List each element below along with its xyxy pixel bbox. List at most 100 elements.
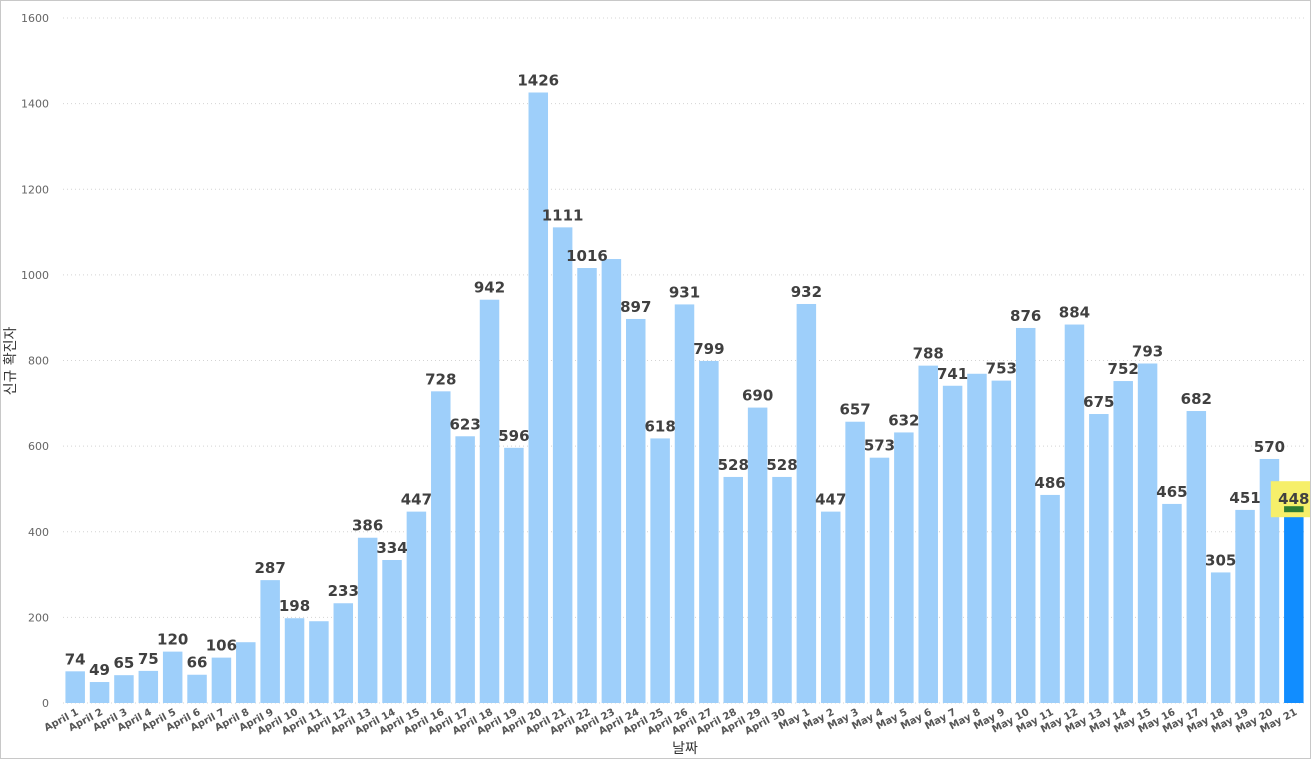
data-label: 884 xyxy=(1059,304,1090,322)
bar[interactable] xyxy=(504,447,524,703)
data-label: 120 xyxy=(157,631,188,649)
bar[interactable] xyxy=(626,318,646,703)
data-label: 741 xyxy=(937,365,968,383)
bar[interactable] xyxy=(942,385,963,703)
bar[interactable] xyxy=(552,227,573,703)
bar[interactable] xyxy=(1210,572,1231,703)
bar[interactable] xyxy=(1040,494,1060,703)
bar[interactable] xyxy=(1064,324,1085,703)
bar[interactable] xyxy=(89,682,110,703)
bar[interactable] xyxy=(284,618,305,703)
highlight-bar-cap xyxy=(1284,506,1304,513)
bar[interactable] xyxy=(918,365,938,703)
bar[interactable] xyxy=(869,457,890,703)
bar[interactable] xyxy=(455,436,475,703)
bar[interactable] xyxy=(309,621,329,703)
data-label: 448 xyxy=(1278,490,1309,508)
data-label: 75 xyxy=(138,650,159,668)
data-label: 1111 xyxy=(542,206,584,224)
data-label: 931 xyxy=(669,283,700,301)
bar[interactable] xyxy=(699,360,719,703)
y-tick-label: 600 xyxy=(28,440,49,453)
bar[interactable] xyxy=(577,268,597,703)
data-label: 486 xyxy=(1034,474,1065,492)
y-tick-label: 0 xyxy=(42,697,49,710)
bar[interactable] xyxy=(772,476,792,703)
bar[interactable] xyxy=(674,304,695,703)
bar[interactable] xyxy=(991,380,1012,703)
y-axis-ticks: 0 200 400 600 800 1000 1200 1400 1600 xyxy=(21,12,49,710)
bar[interactable] xyxy=(1015,327,1036,703)
data-label: 632 xyxy=(888,411,919,429)
data-label: 1016 xyxy=(566,247,608,265)
bar[interactable] xyxy=(1235,509,1255,703)
data-label: 49 xyxy=(89,661,110,679)
bar[interactable] xyxy=(1089,414,1109,703)
y-tick-label: 1200 xyxy=(21,183,49,196)
bar[interactable] xyxy=(260,580,280,703)
y-tick-label: 1000 xyxy=(21,269,49,282)
data-label: 752 xyxy=(1108,360,1139,378)
data-label: 447 xyxy=(815,491,846,509)
bar[interactable] xyxy=(1186,411,1207,703)
data-label: 66 xyxy=(187,654,208,672)
bar[interactable] xyxy=(1162,503,1182,703)
data-label: 465 xyxy=(1156,483,1187,501)
data-label: 618 xyxy=(644,417,675,435)
data-label: 876 xyxy=(1010,307,1041,325)
bar[interactable] xyxy=(357,537,378,703)
bar[interactable] xyxy=(894,432,914,703)
data-label: 623 xyxy=(449,415,480,433)
bar[interactable] xyxy=(65,671,85,703)
bar[interactable] xyxy=(1259,458,1280,703)
data-label: 74 xyxy=(65,650,86,668)
data-label: 728 xyxy=(425,370,456,388)
bar[interactable] xyxy=(431,391,451,703)
data-label: 528 xyxy=(766,456,797,474)
bar[interactable] xyxy=(723,476,743,703)
bar[interactable] xyxy=(967,373,987,703)
data-label: 753 xyxy=(986,360,1017,378)
data-label: 942 xyxy=(474,279,505,297)
bar[interactable] xyxy=(528,92,549,703)
bar[interactable] xyxy=(747,407,768,703)
bar[interactable] xyxy=(601,259,622,703)
data-label: 447 xyxy=(401,491,432,509)
bar[interactable] xyxy=(211,657,232,703)
x-axis-title: 날짜 xyxy=(672,741,698,757)
bar[interactable] xyxy=(845,421,865,703)
data-label: 198 xyxy=(279,597,310,615)
bar[interactable] xyxy=(650,438,670,703)
bar[interactable] xyxy=(187,674,207,703)
data-label: 386 xyxy=(352,517,383,535)
data-label: 573 xyxy=(864,437,895,455)
bar[interactable] xyxy=(114,675,134,703)
bar[interactable] xyxy=(406,511,427,703)
bar[interactable] xyxy=(820,511,841,703)
bar[interactable] xyxy=(333,603,354,703)
bar[interactable] xyxy=(162,651,183,703)
data-label: 932 xyxy=(791,283,822,301)
y-tick-label: 1600 xyxy=(21,12,49,25)
y-tick-label: 1400 xyxy=(21,98,49,111)
data-label: 305 xyxy=(1205,551,1236,569)
data-label: 897 xyxy=(620,298,651,316)
bar[interactable] xyxy=(1137,363,1158,703)
bar[interactable] xyxy=(382,560,402,703)
bar-highlighted[interactable] xyxy=(1284,511,1304,703)
data-label: 682 xyxy=(1181,390,1212,408)
data-label: 788 xyxy=(913,345,944,363)
data-label: 793 xyxy=(1132,342,1163,360)
bar[interactable] xyxy=(479,299,500,703)
data-label: 596 xyxy=(498,427,529,445)
data-label: 287 xyxy=(255,559,286,577)
bar[interactable] xyxy=(796,303,817,703)
data-label: 799 xyxy=(693,340,724,358)
bar[interactable] xyxy=(138,670,159,703)
bar[interactable] xyxy=(1113,381,1133,703)
data-label: 675 xyxy=(1083,393,1114,411)
data-label: 1426 xyxy=(517,71,559,89)
bar[interactable] xyxy=(236,642,256,703)
